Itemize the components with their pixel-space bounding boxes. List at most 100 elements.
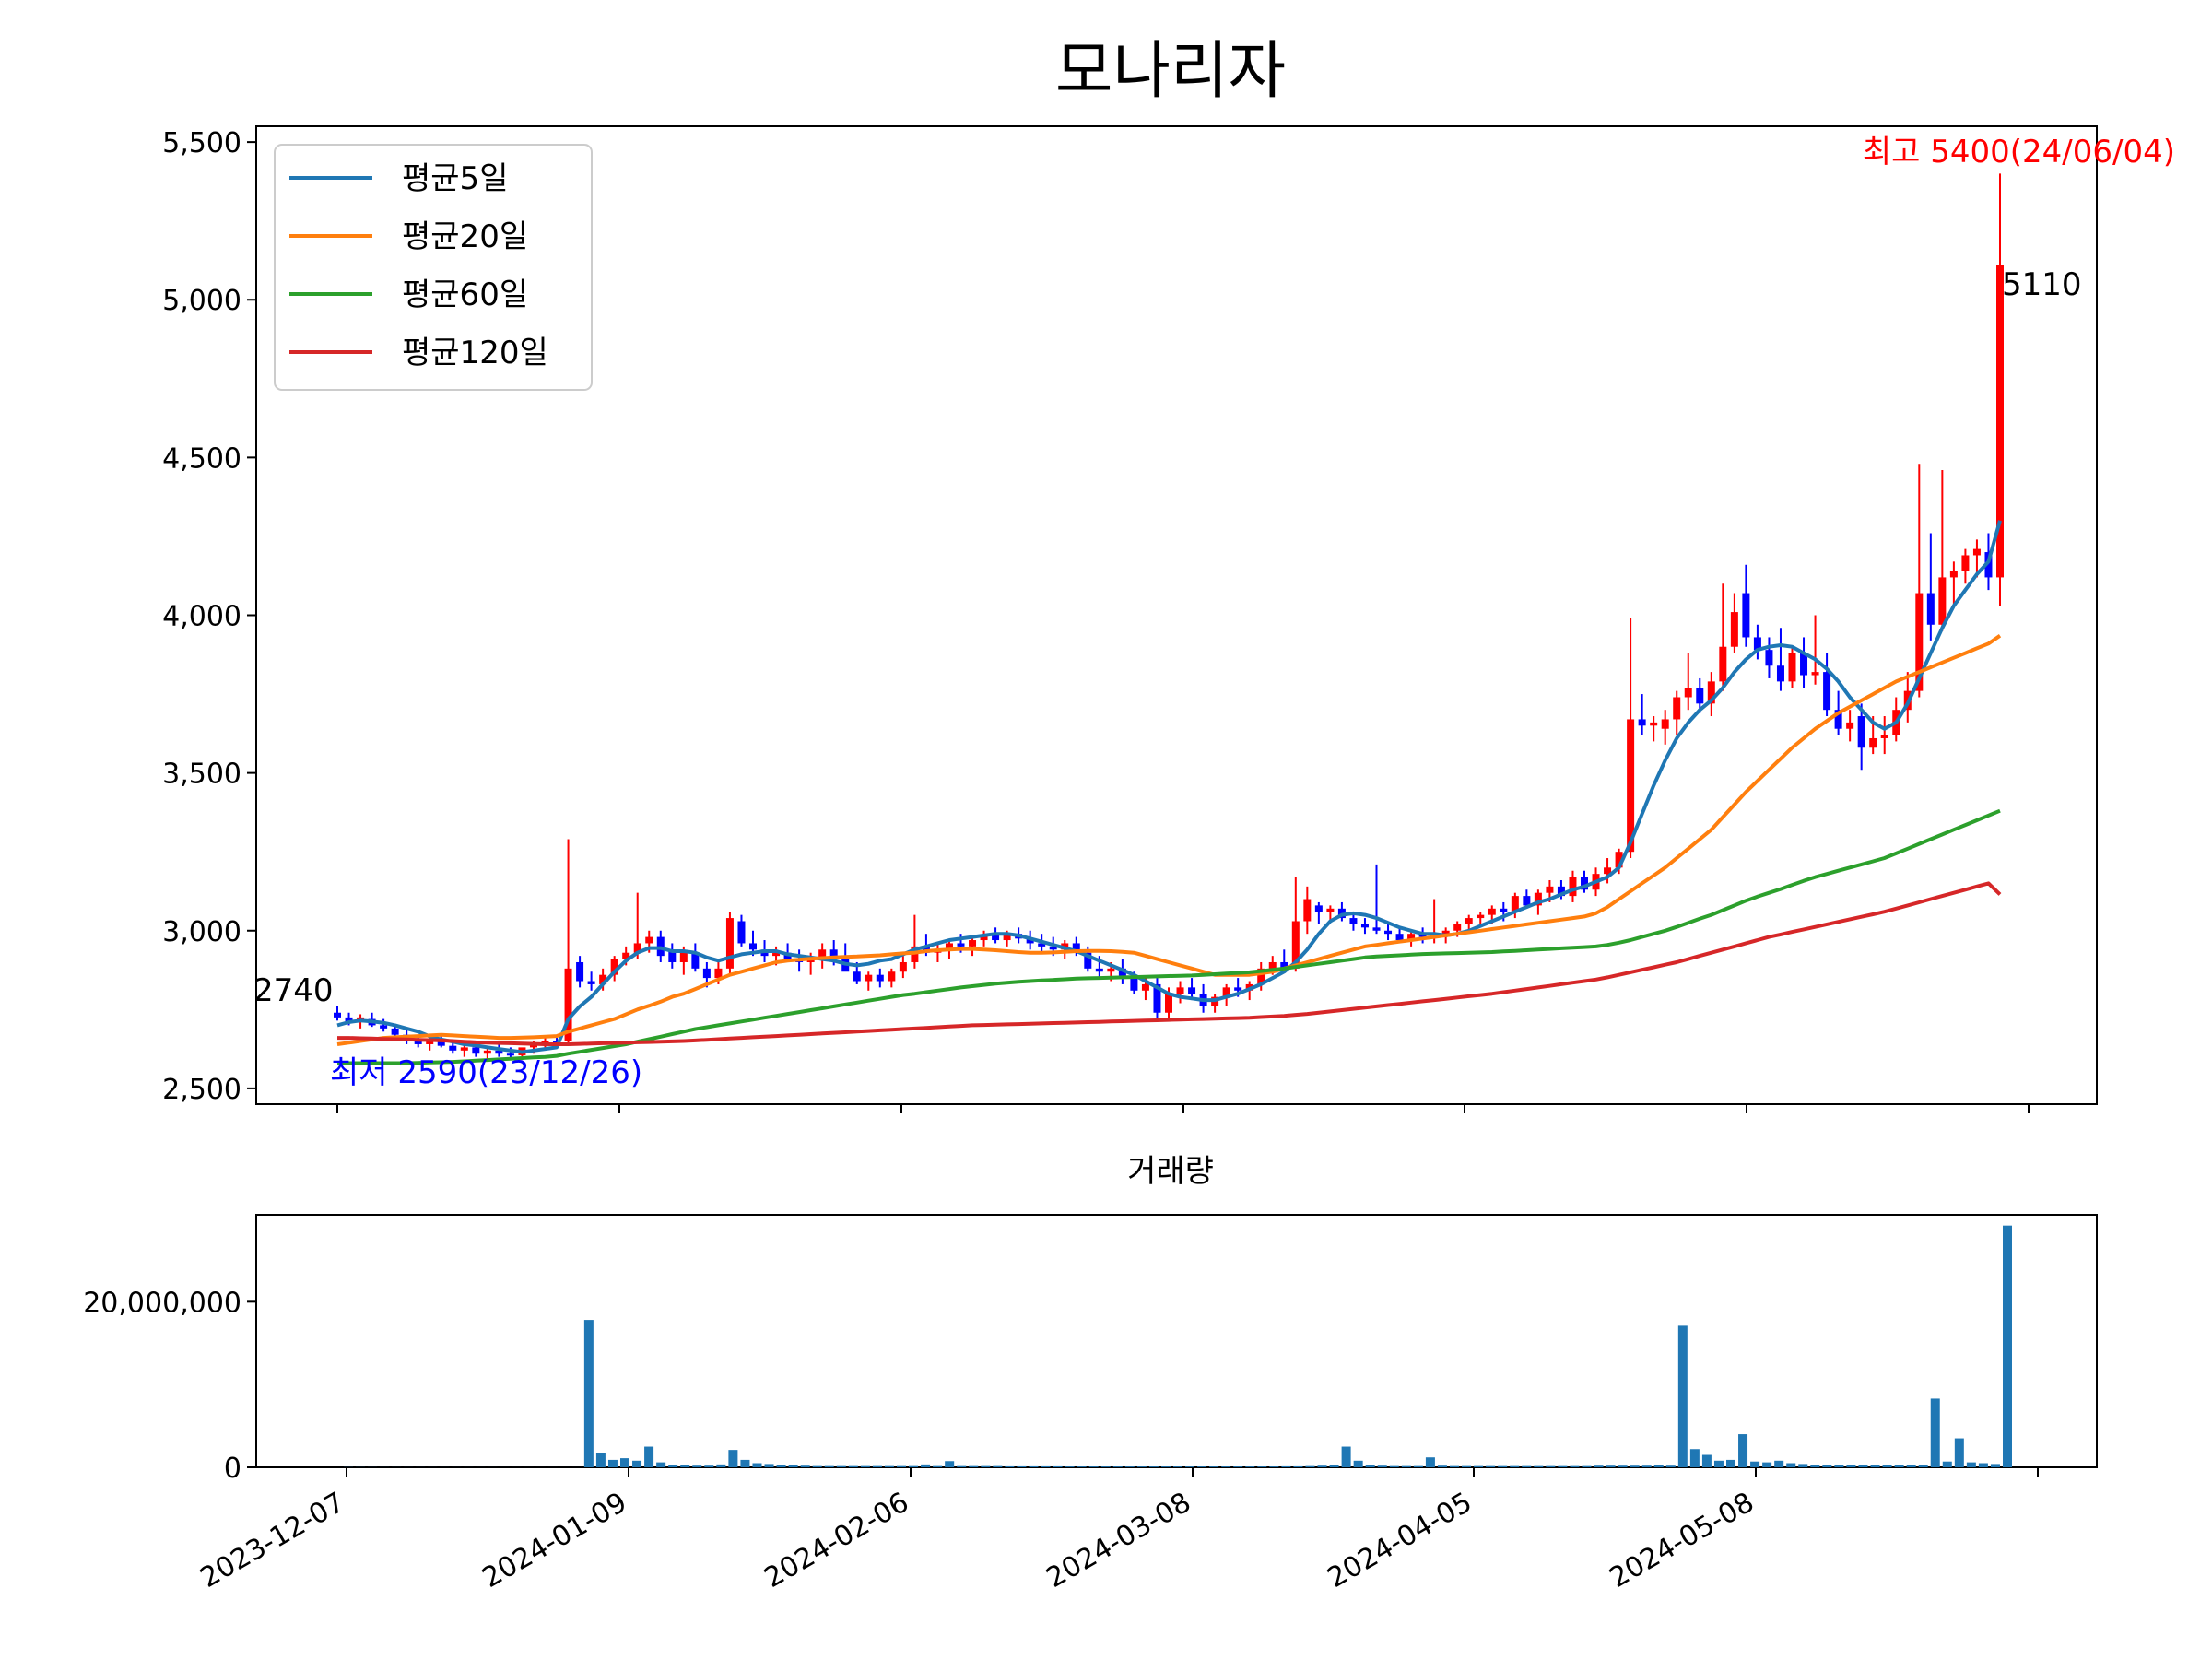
candle-body [1280, 961, 1288, 969]
candle-body [830, 949, 838, 959]
volume-bar [728, 1450, 738, 1467]
volume-bar [1665, 1465, 1676, 1467]
volume-bar [933, 1465, 943, 1467]
volume-bar [1918, 1465, 1928, 1467]
candle-body [599, 974, 607, 984]
candle-body [1880, 735, 1888, 738]
volume-bar [632, 1460, 642, 1467]
candle-body [1165, 994, 1172, 1013]
candle-body [1395, 934, 1404, 941]
volume-bar [1209, 1466, 1219, 1467]
candle-body [1869, 737, 1877, 748]
price-ytick-label: 5,500 [162, 127, 241, 159]
candle-body [587, 981, 595, 984]
candle-body [380, 1025, 388, 1029]
candle-body [725, 918, 734, 969]
volume-bar [1882, 1465, 1892, 1467]
volume-bar [1990, 1464, 2000, 1467]
candle-body [1961, 555, 1970, 571]
volume-bar [1425, 1457, 1435, 1467]
candle-body [1546, 886, 1554, 893]
candle-body [888, 971, 896, 982]
volume-bar [993, 1465, 1003, 1467]
candle-body [483, 1050, 491, 1054]
volume-bar [1353, 1460, 1363, 1467]
candle-body [1407, 934, 1416, 941]
candle-body [1949, 571, 1958, 578]
volume-bar [1942, 1461, 1952, 1467]
volume-bar [668, 1465, 678, 1467]
candle-body [1511, 896, 1519, 912]
volume-bar [620, 1458, 629, 1467]
volume-bar [1894, 1465, 1904, 1467]
candle-body [1026, 938, 1034, 944]
volume-bar [1606, 1465, 1616, 1467]
candle-body [1500, 908, 1508, 912]
volume-bar [1148, 1466, 1159, 1467]
volume-bar [704, 1465, 714, 1467]
volume-bar [1510, 1465, 1520, 1467]
volume-bar [800, 1465, 810, 1467]
candle-body [1788, 653, 1796, 682]
candle-body [1176, 987, 1184, 994]
candle-body [449, 1045, 457, 1051]
volume-bar [656, 1462, 666, 1467]
candle-body [1776, 665, 1784, 682]
candle-body [1384, 930, 1393, 935]
volume-ytick-label: 0 [224, 1453, 241, 1485]
candle-body [1291, 921, 1300, 969]
candle-body [737, 921, 746, 944]
candle-body [1453, 924, 1462, 931]
volume-bar [1341, 1446, 1351, 1467]
last-close-annotation: 5110 [2002, 266, 2082, 303]
candle-body [345, 1017, 353, 1023]
volume-bar [1088, 1466, 1099, 1467]
candle-body [1118, 968, 1126, 979]
candle-body [1534, 892, 1542, 906]
volume-bar [1112, 1466, 1123, 1467]
volume-bar [1389, 1465, 1399, 1467]
chart-title: 모나리자 [1055, 35, 1286, 108]
candle-body [1719, 646, 1727, 682]
volume-bar [1498, 1465, 1508, 1467]
candle-body [1569, 877, 1577, 897]
volume-bar [1834, 1465, 1844, 1467]
volume-bar [1269, 1466, 1279, 1467]
legend-label-ma120: 평균120일 [402, 335, 548, 371]
candle-body [1972, 548, 1981, 556]
candle-body [1800, 653, 1808, 676]
volume-bar [1870, 1465, 1880, 1467]
low-annotation: 최저 2590(23/12/26) [330, 1054, 642, 1091]
volume-bar [909, 1465, 919, 1467]
volume-bar [1570, 1465, 1580, 1467]
volume-bar [1738, 1434, 1748, 1467]
volume-bar [1534, 1465, 1544, 1467]
volume-bar [1077, 1466, 1087, 1467]
candle-body [992, 935, 1000, 941]
candle-body [1834, 710, 1842, 729]
candle-body [1684, 688, 1692, 698]
volume-bar [764, 1464, 774, 1467]
candle-body [1857, 716, 1865, 748]
volume-bar [1005, 1465, 1015, 1467]
candle-body [1130, 978, 1138, 991]
volume-bar [1701, 1454, 1712, 1467]
volume-bar [1641, 1465, 1652, 1467]
candle-body [957, 943, 965, 947]
volume-bar [1713, 1460, 1724, 1467]
candle-body [472, 1047, 480, 1054]
volume-bar [1546, 1465, 1556, 1467]
volume-bar [1245, 1466, 1255, 1467]
volume-bar [644, 1446, 654, 1467]
candle-body [1730, 612, 1738, 647]
volume-bar [824, 1465, 834, 1467]
candle-body [668, 949, 677, 962]
volume-bar [1858, 1465, 1868, 1467]
legend-label-ma5: 평균5일 [402, 160, 508, 197]
candle-body [495, 1050, 503, 1054]
volume-bar [812, 1465, 822, 1467]
volume-bar [1486, 1465, 1496, 1467]
candle-body [1673, 697, 1681, 720]
candle-body [818, 949, 827, 959]
candle-body [622, 952, 630, 959]
